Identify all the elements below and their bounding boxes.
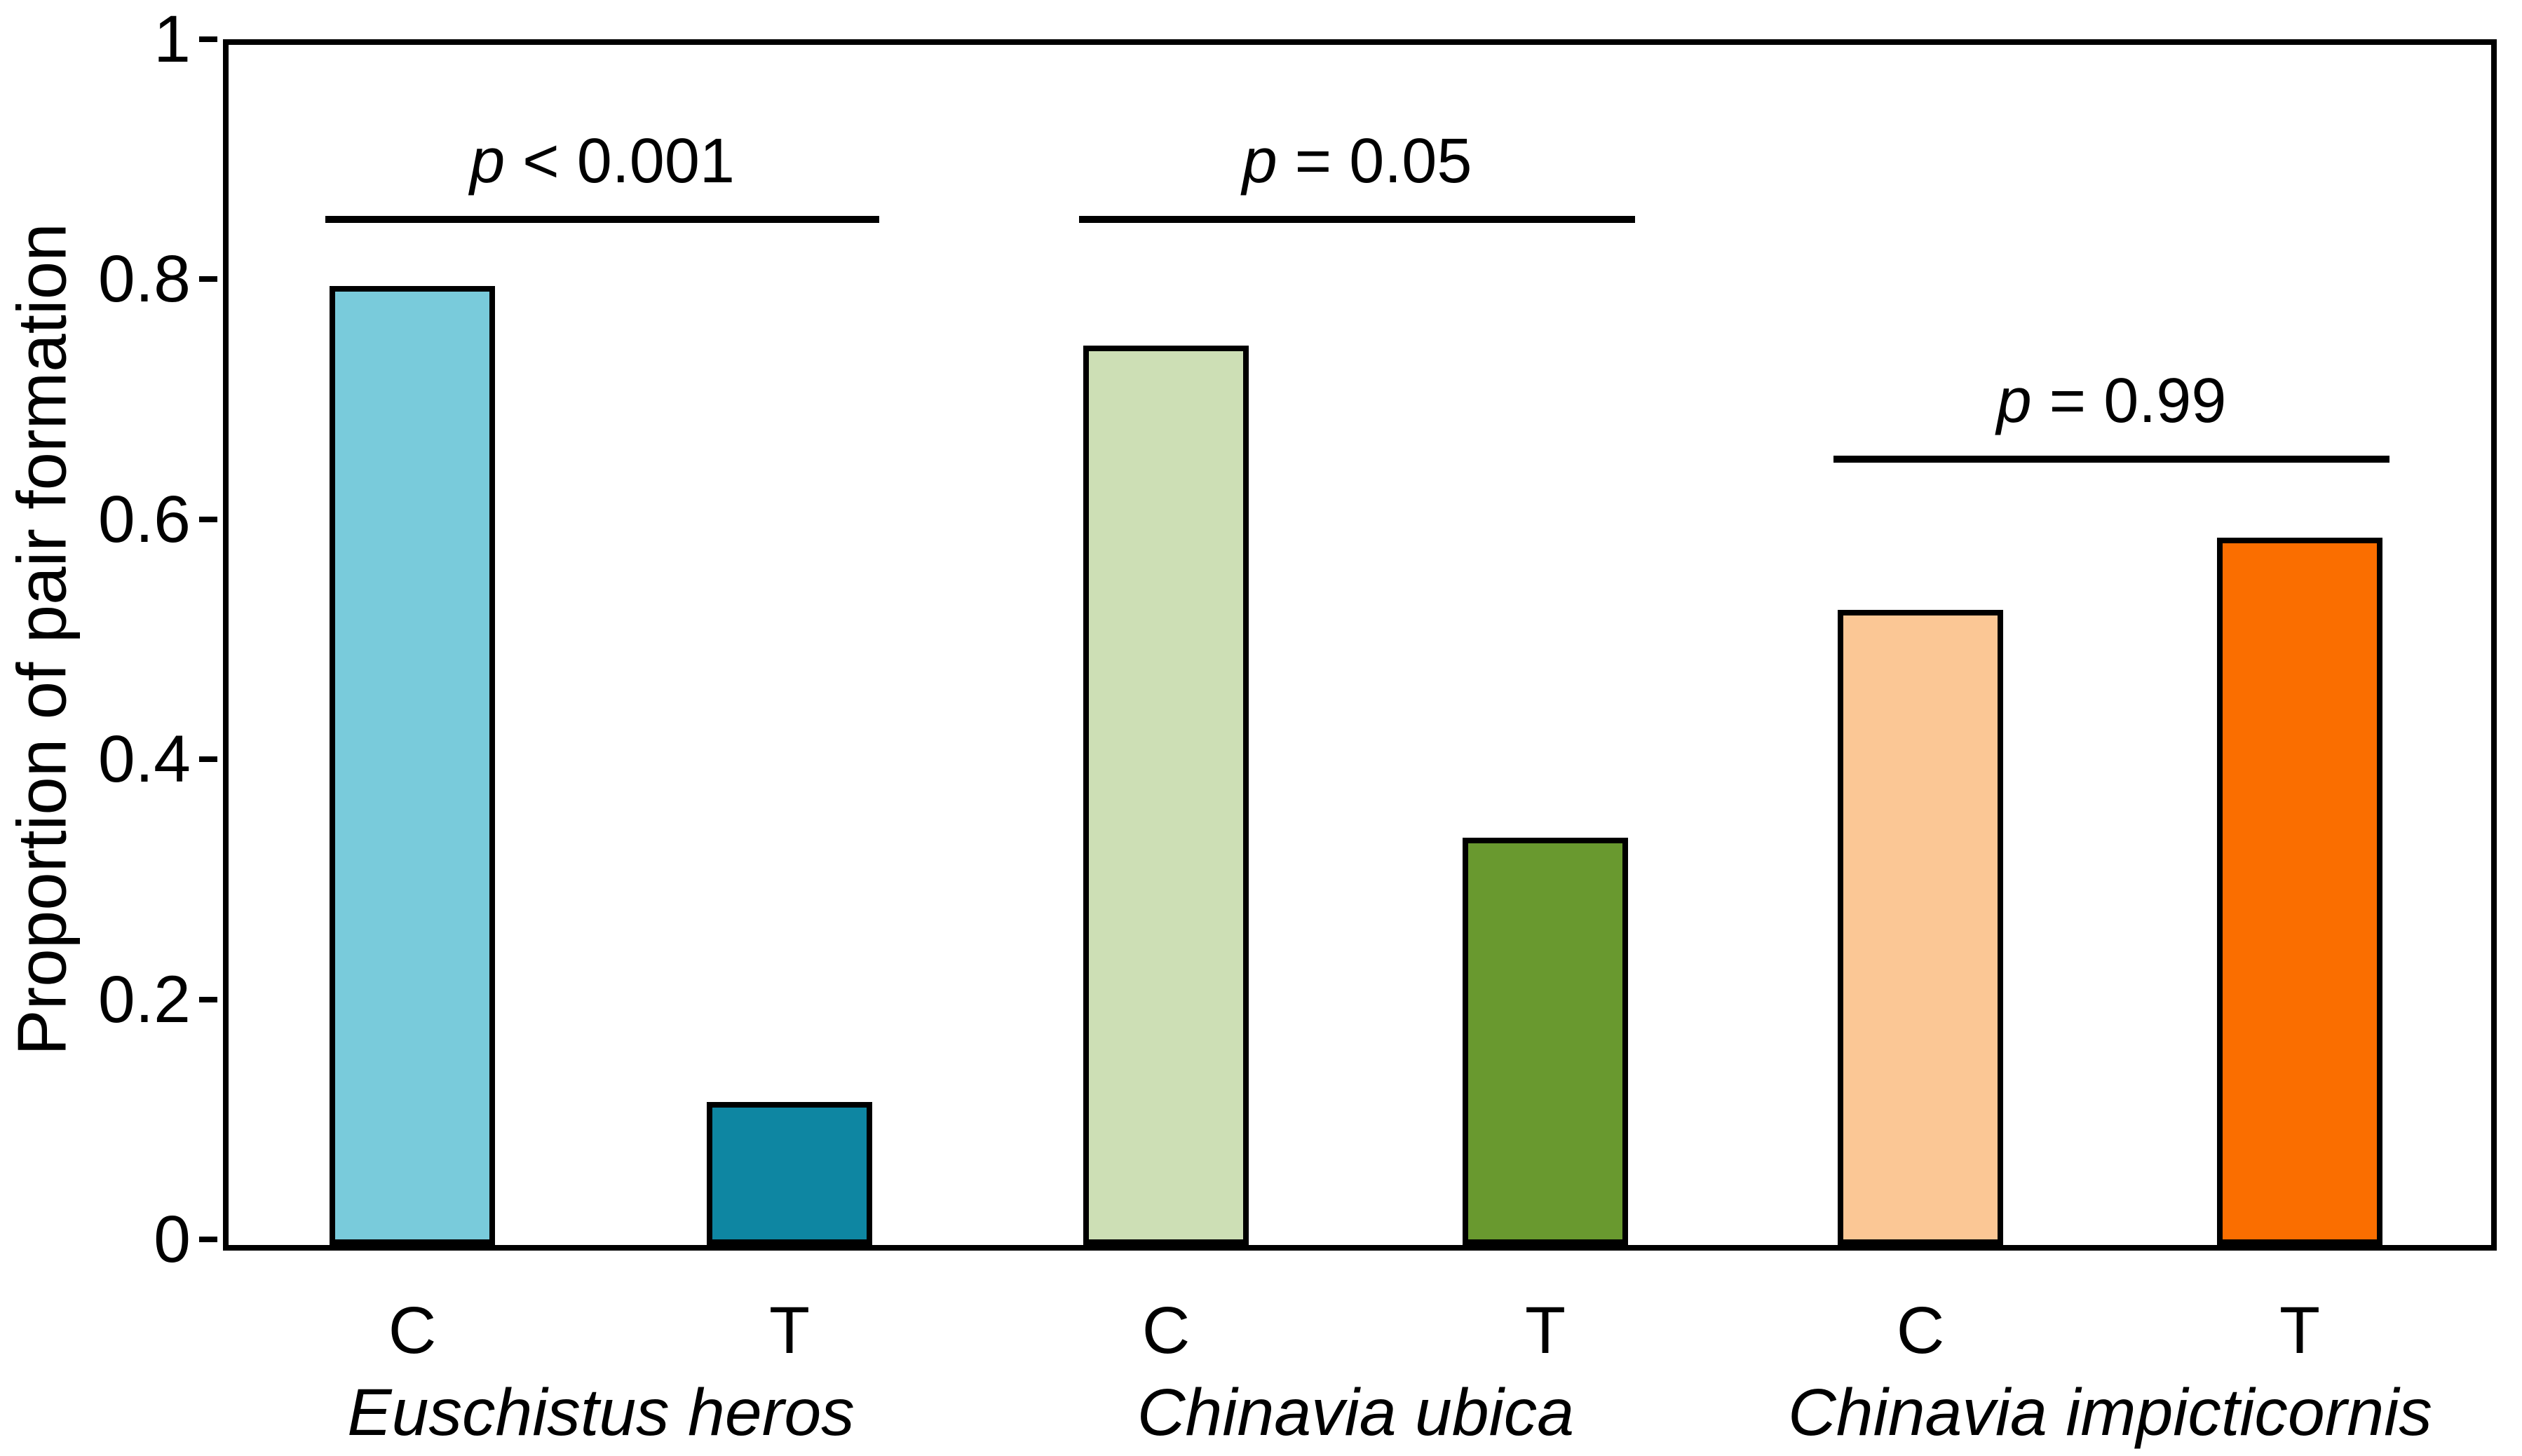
species-label: Chinavia ubica	[1137, 1375, 1575, 1450]
y-axis-tick	[199, 756, 217, 763]
y-tick-label: 0.8	[97, 242, 191, 317]
x-tick-label-c: C	[1896, 1293, 1945, 1368]
y-tick-label: 0.2	[97, 962, 191, 1037]
y-axis-title: Proportion of pair formation	[3, 223, 81, 1056]
species-label: Chinavia impicticornis	[1788, 1375, 2432, 1450]
p-symbol: p	[470, 125, 506, 196]
y-axis-tick	[199, 276, 217, 283]
p-rest: < 0.001	[505, 125, 735, 196]
p-symbol: p	[1996, 366, 2032, 437]
significance-line	[1833, 456, 2389, 463]
x-tick-label-t: T	[768, 1293, 811, 1368]
y-tick-label: 0	[154, 1202, 191, 1277]
species-label: Euschistus heros	[347, 1375, 855, 1450]
x-tick-label-c: C	[1141, 1293, 1191, 1368]
bar-euschistus-heros-t	[707, 1102, 872, 1245]
p-value-label: p = 0.05	[1242, 123, 1472, 200]
p-symbol: p	[1242, 125, 1277, 196]
x-tick-label-t: T	[2279, 1293, 2321, 1368]
y-axis-tick	[199, 516, 217, 522]
y-tick-label: 0.6	[97, 482, 191, 557]
x-tick-label-c: C	[388, 1293, 437, 1368]
y-tick-label: 1	[154, 2, 191, 76]
y-axis-tick	[199, 996, 217, 1002]
significance-line	[325, 215, 879, 223]
bar-euschistus-heros-c	[330, 286, 495, 1245]
bar-chinavia-ubica-t	[1463, 838, 1628, 1245]
x-tick-label-t: T	[1524, 1293, 1566, 1368]
p-value-label: p = 0.99	[1997, 362, 2227, 440]
y-axis-tick	[199, 36, 217, 42]
p-value-label: p < 0.001	[470, 123, 735, 200]
p-rest: = 0.99	[2031, 366, 2227, 437]
bar-chinavia-impicticornis-t	[2217, 538, 2382, 1245]
significance-line	[1079, 215, 1635, 223]
y-tick-label: 0.4	[97, 722, 191, 797]
y-axis-tick	[199, 1237, 217, 1242]
p-rest: = 0.05	[1277, 125, 1472, 196]
bar-chinavia-impicticornis-c	[1838, 610, 2003, 1245]
bar-chinavia-ubica-c	[1083, 346, 1249, 1245]
